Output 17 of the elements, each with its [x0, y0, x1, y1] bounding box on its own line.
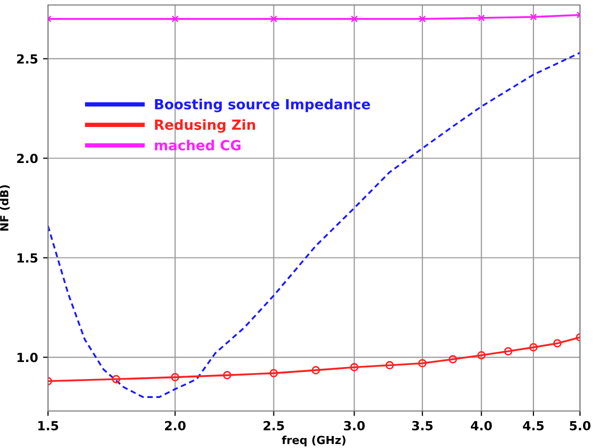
x-tick-label: 4.0: [470, 420, 492, 430]
x-tick-label: 3.0: [344, 420, 365, 430]
x-axis-title: freq (GHz): [282, 436, 346, 446]
legend-label: mached CG: [154, 140, 240, 150]
legend-label: Redusing Zin: [155, 119, 256, 133]
x-tick-label: 4.5: [522, 421, 544, 430]
x-tick-label: 2.0: [165, 420, 186, 430]
legend-label: Boosting source Impedance: [155, 98, 370, 112]
y-tick-label: 1.5: [18, 253, 38, 263]
x-tick-label: 1.5: [38, 421, 58, 430]
x-tick-label: 2.5: [264, 420, 284, 430]
y-tick-label: 1.0: [18, 352, 38, 362]
y-tick-label: 2.5: [17, 54, 38, 64]
x-tick-label: 5.0: [570, 420, 590, 430]
x-tick-label: 3.5: [412, 420, 433, 430]
y-axis-title: NF (dB): [0, 185, 10, 231]
y-tick-label: 2.0: [17, 154, 38, 164]
